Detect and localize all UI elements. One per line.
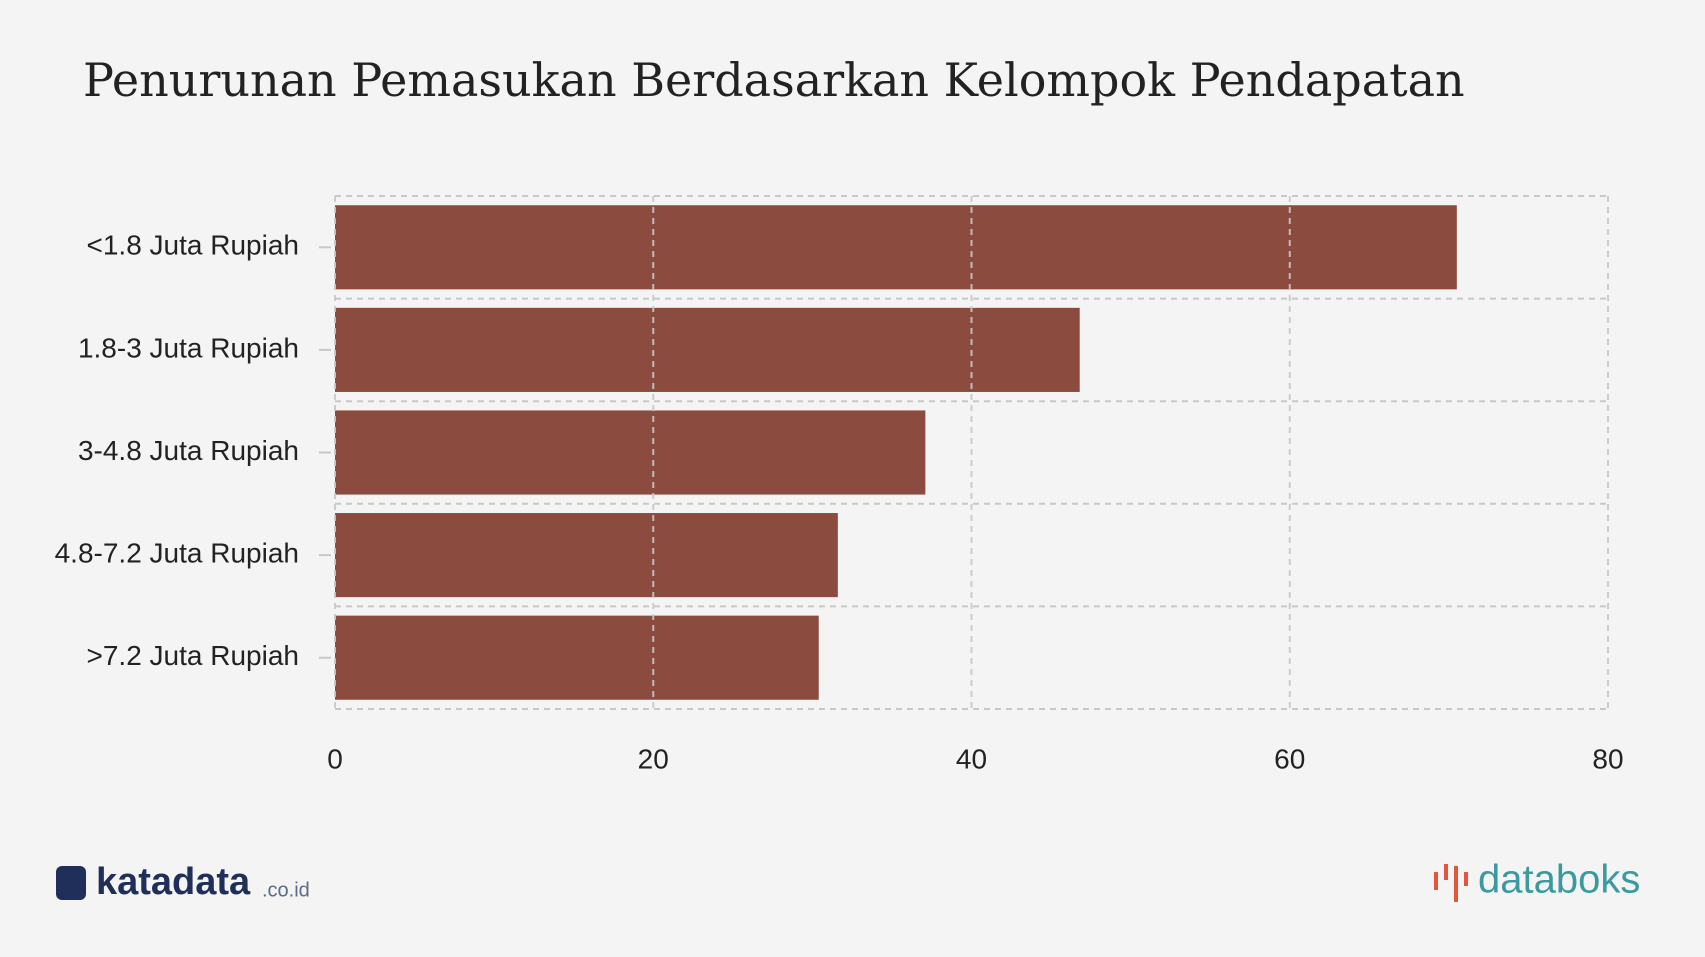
x-tick-label: 60: [1274, 743, 1305, 774]
y-tick-label: 3-4.8 Juta Rupiah: [78, 435, 299, 466]
y-tick-label: 4.8-7.2 Juta Rupiah: [55, 537, 299, 568]
logo-suffix: .co.id: [262, 879, 310, 901]
bar: [335, 410, 926, 495]
chart-title: Penurunan Pemasukan Berdasarkan Kelompok…: [83, 53, 1465, 107]
x-tick-label: 20: [638, 743, 669, 774]
y-tick-label: <1.8 Juta Rupiah: [87, 230, 300, 261]
logo-text: katadata: [96, 861, 251, 903]
y-tick-label: >7.2 Juta Rupiah: [87, 640, 300, 671]
y-tick-label: 1.8-3 Juta Rupiah: [78, 332, 299, 363]
x-tick-label: 40: [956, 743, 987, 774]
bar: [335, 307, 1080, 392]
bar: [335, 615, 819, 700]
databoks-logo: databoks: [1434, 858, 1640, 902]
x-tick-label: 0: [327, 743, 343, 774]
katadata-logo: katadata .co.id: [56, 861, 310, 903]
bar: [335, 513, 838, 598]
x-tick-label: 80: [1592, 743, 1623, 774]
logo-icon: [56, 866, 86, 900]
logo-text: databoks: [1478, 858, 1640, 902]
bar: [335, 205, 1457, 290]
